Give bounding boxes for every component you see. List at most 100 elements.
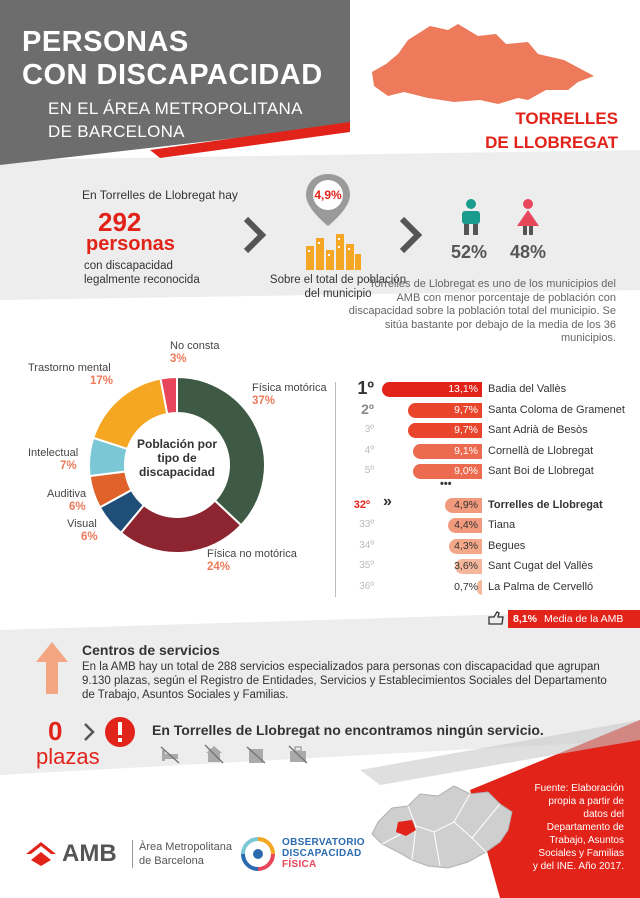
- amb-logo-text: AMB: [62, 840, 117, 867]
- ranking-ellipsis: •••: [440, 478, 452, 490]
- ranking-bar: [407, 423, 482, 438]
- ranking-position: 35º: [359, 560, 374, 571]
- ranking-value: 13,1%: [448, 383, 478, 395]
- ranking-name: Torrelles de Llobregat: [488, 499, 603, 511]
- donut-label-fisica-no-motorica: Física no motórica 24%: [207, 548, 297, 573]
- donut-segment-0: [176, 375, 266, 527]
- people-count: 292: [98, 207, 142, 237]
- city-buildings-icon: [306, 234, 361, 270]
- no-building-icon: [246, 746, 266, 764]
- ranking-position: 4º: [364, 444, 374, 456]
- ranking-bar: [454, 559, 482, 574]
- people-description: con discapacidad legalmente reconocida: [84, 260, 200, 286]
- ranking-name: Tiana: [488, 519, 516, 531]
- subtitle-line-1: EN EL ÁREA METROPOLITANA: [48, 99, 303, 118]
- donut-label-no-consta: No consta 3%: [170, 340, 220, 365]
- title-line-1: PERSONAS: [22, 26, 189, 58]
- ranking-bar: [476, 579, 482, 595]
- services-title: Centros de servicios: [82, 642, 220, 658]
- municipality-note: Torrelles de Llobregat es uno de los mun…: [348, 278, 616, 344]
- ranking-row: 3º 9,7% Sant Adrià de Besòs: [340, 421, 630, 441]
- ranking-name: Sant Cugat del Vallès: [488, 560, 593, 572]
- average-label: Media de la AMB: [544, 613, 624, 625]
- thumb-pointer-icon: [488, 611, 504, 625]
- ranking-value: 4,3%: [454, 539, 478, 552]
- ranking-bar: [444, 498, 482, 513]
- ranking-bar: [449, 538, 482, 554]
- ranking-name: Badia del Vallès: [488, 383, 567, 395]
- male-icon: [462, 199, 480, 235]
- ranking-name: La Palma de Cervelló: [488, 580, 594, 593]
- donut-label-trastorno-mental: Trastorno mental 17%: [28, 362, 114, 387]
- alert-icon: [105, 717, 135, 747]
- ranking-divider: [335, 382, 336, 597]
- ranking-row: 33º 4,4% Tiana: [340, 516, 630, 536]
- ranking-position: 34º: [359, 539, 374, 551]
- ranking-row: 5º 9,0% Sant Boi de Llobregat: [340, 462, 630, 482]
- zero-places-label: plazas: [36, 744, 100, 769]
- donut-label-intelectual: Intelectual 7%: [28, 447, 79, 472]
- ranking-name: Santa Coloma de Gramenet: [488, 403, 625, 416]
- title: PERSONAS CON DISCAPACIDAD: [22, 26, 323, 92]
- no-home-icon: [204, 744, 224, 764]
- title-line-2: CON DISCAPACIDAD: [22, 59, 323, 91]
- zero-places-count: 0: [48, 716, 63, 746]
- ranking-value: 0,7%: [454, 580, 478, 593]
- ranking-value: 9,1%: [454, 444, 478, 457]
- municipality-name: TORRELLES DE LLOBREGAT: [485, 109, 618, 152]
- services-text: En la AMB hay un total de 288 servicios …: [82, 661, 607, 701]
- amb-full-name: Àrea Metropolitana de Barcelona: [132, 840, 232, 868]
- amb-logo-icon: [26, 842, 56, 866]
- ranking-position: 3º: [364, 424, 374, 435]
- ranking-bar: [448, 518, 482, 533]
- ranking-row: 36º 0,7% La Palma de Cervelló: [340, 578, 630, 598]
- ranking-value: 4,9%: [454, 499, 478, 511]
- stat-intro: En Torrelles de Llobregat hay: [82, 188, 238, 202]
- location-pin-icon: [306, 174, 350, 226]
- ranking-position: 36º: [359, 580, 374, 592]
- ranking-bar: [412, 443, 482, 459]
- ranking-position: 32º: [353, 499, 370, 511]
- subtitle: EN EL ÁREA METROPOLITANA DE BARCELONA: [48, 97, 303, 143]
- ranking-value: 4,4%: [454, 519, 478, 531]
- ranking-name: Cornellà de Llobregat: [488, 444, 594, 457]
- donut-center-label: Población por tipo de discapacidad: [136, 437, 217, 479]
- ranking-bar: [407, 402, 482, 418]
- donut-label-visual: Visual 6%: [67, 518, 98, 543]
- average-row: 8,1% Media de la AMB: [488, 610, 640, 628]
- ranking-row: 34º 4,3% Begues: [340, 537, 630, 557]
- chevron-right-icon: [399, 216, 423, 254]
- ranking-position: 33º: [359, 519, 374, 530]
- observatorio-logo-icon: [241, 837, 275, 871]
- chevron-right-icon: [243, 216, 267, 254]
- ranking-position: 5º: [364, 465, 374, 476]
- municipality-map-icon: [372, 24, 594, 104]
- donut-label-auditiva: Auditiva 6%: [47, 488, 87, 513]
- ranking-row: 1º 13,1% Badia del Vallès: [340, 378, 630, 400]
- ranking-row: 35º 3,6% Sant Cugat del Vallès: [340, 557, 630, 577]
- donut-label-fisica-motorica: Física motórica 37%: [252, 382, 327, 407]
- male-percent: 52%: [451, 242, 488, 262]
- average-value: 8,1%: [513, 613, 537, 625]
- amb-area-map: [371, 785, 513, 869]
- no-bed-icon: [160, 746, 180, 764]
- no-work-icon: [288, 745, 308, 764]
- source-note: Fuente: Elaboración propia a partir de d…: [532, 783, 624, 872]
- people-unit: personas: [86, 233, 175, 255]
- average-bar: [508, 610, 640, 628]
- ranking-bar: [413, 464, 482, 479]
- ranking-position: 1º: [357, 378, 374, 398]
- ranking-position: 2º: [361, 400, 374, 417]
- observatorio-name: OBSERVATORIO DISCAPACIDAD FÍSICA: [282, 837, 365, 870]
- double-chevron-icon: »: [383, 493, 392, 510]
- female-percent: 48%: [510, 242, 547, 262]
- chevron-right-icon: [84, 723, 95, 741]
- ranking-name: Sant Boi de Llobregat: [488, 465, 594, 477]
- ranking-row: 4º 9,1% Cornellà de Llobregat: [340, 442, 630, 462]
- donut-segment-6: [159, 375, 178, 416]
- ranking-row: 2º 9,7% Santa Coloma de Gramenet: [340, 401, 630, 421]
- female-icon: [517, 199, 539, 235]
- ranking-value: 9,7%: [454, 424, 478, 436]
- percent-caption: Sobre el total de población del municipi…: [269, 274, 407, 300]
